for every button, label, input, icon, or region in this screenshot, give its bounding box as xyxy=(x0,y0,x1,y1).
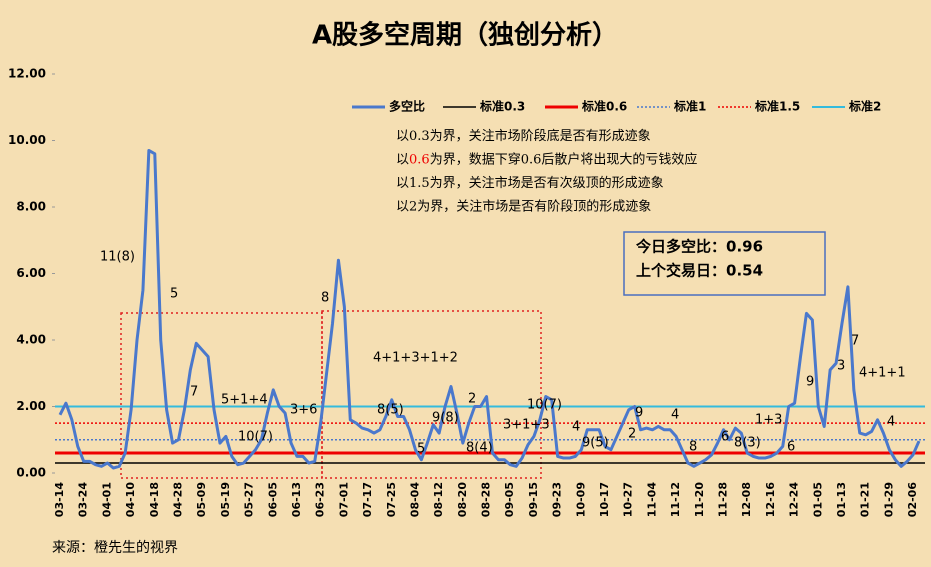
legend-label: 标准2 xyxy=(848,99,881,114)
annotation: 3 xyxy=(837,359,845,374)
note: 以2为界，关注市场是否有阶段顶的形成迹象 xyxy=(396,198,651,214)
annotation: 8(5) xyxy=(377,403,404,418)
info-text: 今日多空比：0.96 xyxy=(635,238,763,256)
x-tick-label: 03-14 xyxy=(53,482,66,518)
legend-label: 标准1 xyxy=(673,99,706,114)
x-tick-label: 01-29 xyxy=(882,482,895,517)
y-tick-label: 6.00 xyxy=(16,266,46,280)
x-tick-label: 10-27 xyxy=(622,482,635,517)
annotation: 4 xyxy=(572,420,580,435)
info-text: 上个交易日：0.54 xyxy=(636,262,763,280)
note: 以0.6为界，数据下穿0.6后散户将出现大的亏钱效应 xyxy=(396,151,697,167)
x-tick-label: 04-10 xyxy=(124,482,137,518)
legend-label: 标准1.5 xyxy=(754,99,800,114)
x-tick-label: 01-21 xyxy=(859,482,872,517)
x-tick-label: 05-27 xyxy=(243,482,256,517)
x-tick-label: 01-05 xyxy=(811,482,824,517)
x-tick-label: 08-04 xyxy=(408,482,421,518)
note-part: 为界，数据下穿0.6后散户将出现大的亏钱效应 xyxy=(430,151,698,167)
x-tick-label: 08-28 xyxy=(480,482,493,517)
y-tick-label: 0.00 xyxy=(16,466,46,480)
x-tick-label: 01-13 xyxy=(835,482,848,517)
x-tick-label: 09-15 xyxy=(527,482,540,517)
annotation: 8 xyxy=(689,440,697,455)
legend-label: 多空比 xyxy=(389,99,425,114)
x-tick-label: 11-20 xyxy=(693,482,706,518)
x-tick-label: 07-25 xyxy=(385,482,398,517)
annotation: 10(7) xyxy=(527,398,562,413)
x-tick-label: 10-17 xyxy=(598,482,611,517)
x-tick-label: 06-23 xyxy=(314,482,327,517)
annotation: 8 xyxy=(321,291,329,306)
x-tick-label: 11-12 xyxy=(669,482,682,517)
x-tick-label: 03-24 xyxy=(77,482,90,518)
annotation: 5+1+4 xyxy=(221,393,268,408)
annotation: 11(8) xyxy=(100,250,135,265)
note-part: 以0.3为界，关注市场阶段底是否有形成迹象 xyxy=(396,128,651,144)
x-tick-label: 08-20 xyxy=(456,482,469,518)
annotation: 5 xyxy=(170,287,178,302)
legend-label: 标准0.6 xyxy=(581,99,627,114)
source: 来源：橙先生的视界 xyxy=(52,540,178,556)
x-tick-label: 05-09 xyxy=(195,482,208,517)
annotation: 3+6 xyxy=(290,403,317,418)
annotation: 6 xyxy=(787,440,795,455)
annotation: 9(8) xyxy=(432,411,459,426)
x-tick-label: 12-24 xyxy=(788,482,801,518)
annotation: 10(7) xyxy=(238,430,273,445)
x-tick-label: 12-16 xyxy=(764,482,777,518)
y-tick-label: 12.00 xyxy=(8,67,46,81)
annotation: 9 xyxy=(635,406,643,421)
x-tick-label: 06-13 xyxy=(290,482,303,517)
note: 以0.3为界，关注市场阶段底是否有形成迹象 xyxy=(396,128,651,144)
annotation: 3+1+3 xyxy=(503,418,550,433)
x-tick-label: 11-28 xyxy=(717,482,730,517)
x-tick-label: 04-28 xyxy=(171,482,184,517)
annotation: 9 xyxy=(806,375,814,390)
annotation: 6 xyxy=(721,430,729,445)
annotation: 4 xyxy=(887,415,895,430)
note-part: 以2为界，关注市场是否有阶段顶的形成迹象 xyxy=(396,198,651,214)
x-tick-label: 07-01 xyxy=(337,482,350,517)
annotation: 5 xyxy=(417,442,425,457)
legend-label: 标准0.3 xyxy=(479,99,525,114)
chart-title: A股多空周期（独创分析） xyxy=(312,20,618,51)
x-tick-label: 06-05 xyxy=(266,482,279,517)
annotation: 4+1+3+1+2 xyxy=(373,351,458,366)
y-tick-label: 2.00 xyxy=(16,399,46,413)
x-tick-label: 02-06 xyxy=(906,482,919,518)
annotation: 2 xyxy=(628,427,636,442)
x-tick-label: 04-01 xyxy=(100,482,113,517)
x-tick-label: 12-08 xyxy=(740,482,753,517)
annotation: 8(3) xyxy=(734,436,761,451)
x-tick-label: 07-17 xyxy=(361,482,374,517)
y-tick-label: 4.00 xyxy=(16,333,46,347)
series-line xyxy=(58,148,921,470)
x-tick-label: 09-05 xyxy=(503,482,516,517)
x-tick-label: 09-23 xyxy=(551,482,564,517)
info-box xyxy=(623,231,826,296)
annotation: 2 xyxy=(468,392,476,407)
x-tick-label: 11-04 xyxy=(645,482,658,518)
cycle-box xyxy=(120,312,323,479)
note: 以1.5为界，关注市场是否有次级顶的形成迹象 xyxy=(396,175,664,191)
x-tick-label: 10-09 xyxy=(574,482,587,517)
note-part: 以 xyxy=(396,152,409,167)
note-part: 0.6 xyxy=(409,152,430,167)
annotation: 9(5) xyxy=(582,436,609,451)
annotation: 1+3 xyxy=(755,413,782,428)
x-tick-label: 08-12 xyxy=(432,482,445,517)
y-tick-label: 8.00 xyxy=(16,200,46,214)
cycle-box xyxy=(321,310,542,479)
annotation: 8(4) xyxy=(466,441,493,456)
annotation: 7 xyxy=(190,385,198,400)
y-tick-label: 10.00 xyxy=(8,133,46,147)
annotation: 4+1+1 xyxy=(859,366,906,381)
x-tick-label: 04-18 xyxy=(148,482,161,517)
annotation: 4 xyxy=(671,408,679,423)
note-part: 以1.5为界，关注市场是否有次级顶的形成迹象 xyxy=(396,175,664,191)
annotation: 7 xyxy=(851,334,859,349)
x-tick-label: 05-19 xyxy=(219,482,232,517)
